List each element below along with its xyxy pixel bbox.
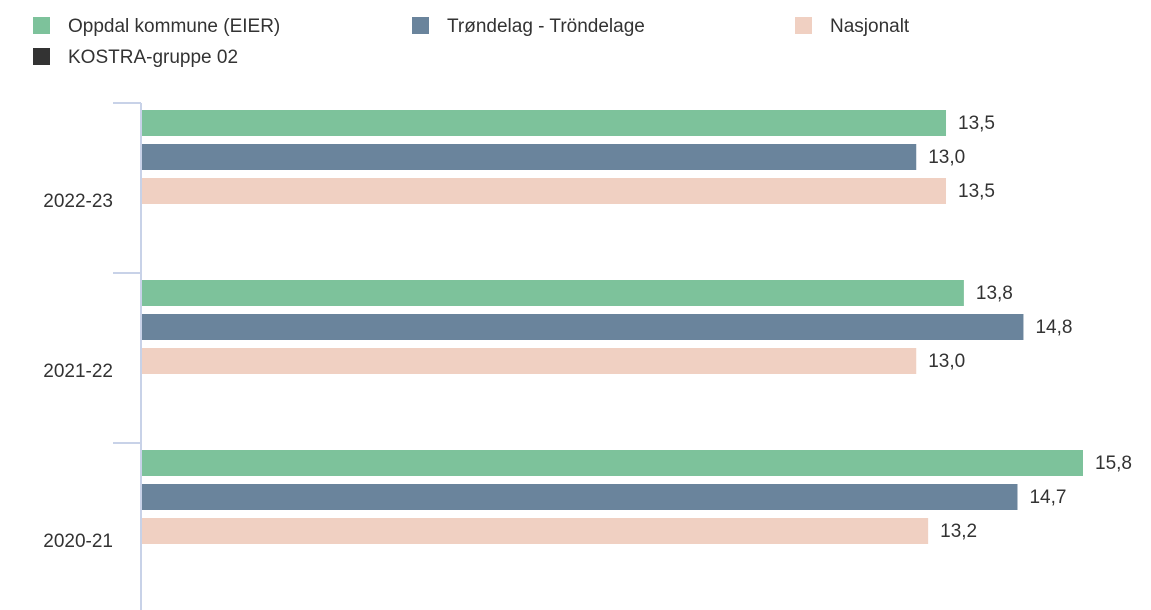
legend-label: KOSTRA-gruppe 02 bbox=[68, 47, 238, 68]
bar bbox=[142, 450, 1083, 476]
bar bbox=[142, 144, 917, 170]
legend-swatch bbox=[33, 17, 50, 34]
bar bbox=[142, 484, 1018, 510]
value-label: 13,5 bbox=[958, 181, 995, 202]
bar bbox=[142, 178, 947, 204]
bar bbox=[142, 314, 1024, 340]
y-tick-label: 2021-22 bbox=[43, 361, 113, 382]
value-label: 15,8 bbox=[1095, 453, 1132, 474]
value-label: 14,8 bbox=[1035, 317, 1072, 338]
value-label: 13,8 bbox=[976, 283, 1013, 304]
legend-swatch bbox=[795, 17, 812, 34]
bar bbox=[142, 110, 947, 136]
bar bbox=[142, 518, 929, 544]
y-tick-label: 2022-23 bbox=[43, 191, 113, 212]
value-label: 13,5 bbox=[958, 113, 995, 134]
value-label: 14,7 bbox=[1029, 487, 1066, 508]
value-label: 13,0 bbox=[928, 351, 965, 372]
value-label: 13,2 bbox=[940, 521, 977, 542]
legend-swatch bbox=[412, 17, 429, 34]
bar bbox=[142, 280, 964, 306]
legend-label: Nasjonalt bbox=[830, 16, 910, 37]
legend-swatch bbox=[33, 48, 50, 65]
legend-label: Oppdal kommune (EIER) bbox=[68, 16, 280, 37]
y-tick-label: 2020-21 bbox=[43, 531, 113, 552]
value-label: 13,0 bbox=[928, 147, 965, 168]
legend-label: Trøndelag - Tröndelage bbox=[447, 16, 645, 37]
bar bbox=[142, 348, 917, 374]
